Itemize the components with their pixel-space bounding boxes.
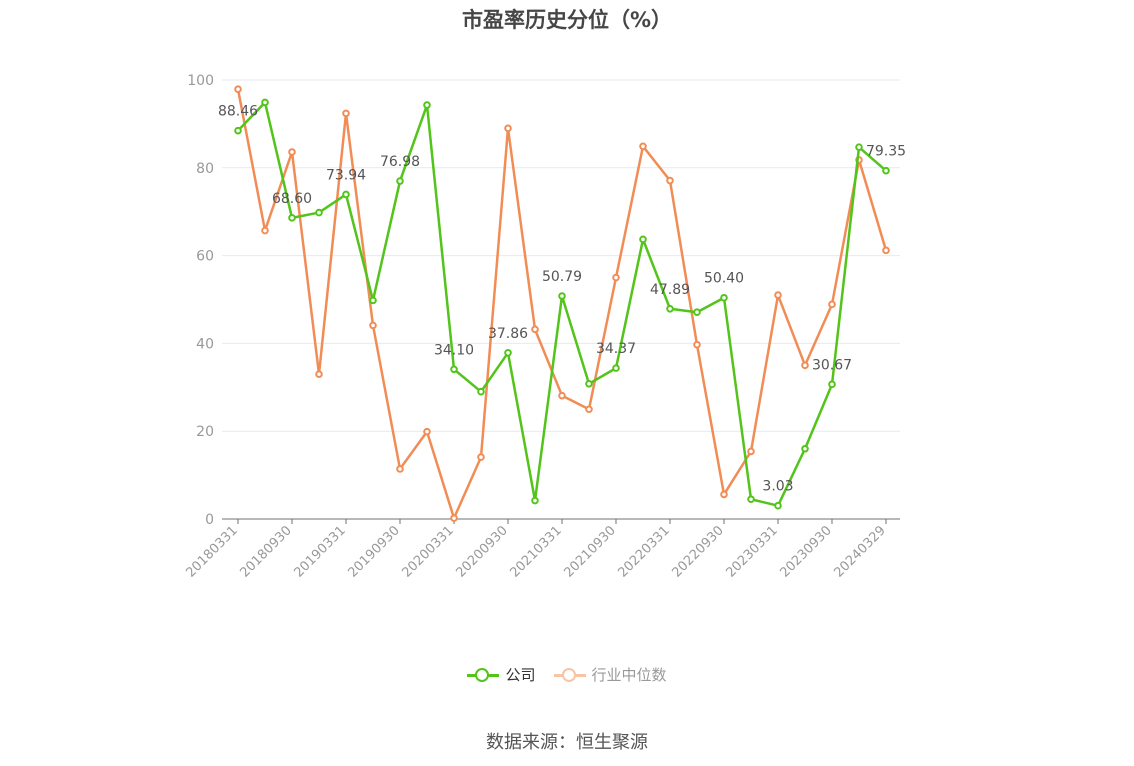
data-point[interactable] bbox=[747, 495, 755, 504]
data-point[interactable] bbox=[369, 321, 377, 330]
data-point[interactable] bbox=[693, 340, 701, 349]
data-point[interactable] bbox=[531, 325, 539, 334]
data-point[interactable] bbox=[396, 465, 404, 473]
x-tick-label: 20180331 bbox=[183, 523, 240, 580]
data-point[interactable] bbox=[882, 246, 890, 255]
data-label: 79.35 bbox=[866, 144, 906, 160]
data-point[interactable] bbox=[747, 447, 755, 456]
data-label: 73.94 bbox=[326, 167, 366, 183]
data-labels: 88.46 68.60 73.94 76.98 34.10 37.86 50.79 34.37… bbox=[218, 104, 906, 495]
legend-line-icon bbox=[467, 667, 500, 682]
x-tick-label: 20200930 bbox=[453, 523, 510, 580]
data-point[interactable] bbox=[666, 176, 674, 185]
y-tick-label: 100 bbox=[187, 73, 214, 89]
data-label: 47.89 bbox=[650, 282, 690, 298]
x-tick-label: 20220930 bbox=[669, 523, 726, 580]
source-note: 数据来源：恒生聚源 bbox=[486, 732, 648, 753]
data-point[interactable] bbox=[801, 361, 809, 370]
y-tick-label: 0 bbox=[205, 512, 214, 528]
x-tick-label: 20230930 bbox=[777, 523, 834, 580]
data-label: 76.98 bbox=[380, 154, 420, 170]
data-point[interactable] bbox=[504, 124, 512, 133]
data-point[interactable] bbox=[558, 292, 566, 300]
chart-title: 市盈率历史分位（%） bbox=[461, 8, 673, 32]
data-point[interactable] bbox=[234, 126, 242, 135]
data-label: 50.40 bbox=[704, 271, 744, 287]
data-point[interactable] bbox=[423, 427, 431, 436]
data-point[interactable] bbox=[423, 101, 431, 109]
x-tick-label: 20220331 bbox=[615, 523, 672, 580]
legend: 公司 行业中位数 bbox=[0, 664, 1134, 685]
data-point[interactable] bbox=[693, 308, 701, 317]
grid-lines bbox=[222, 79, 900, 432]
data-point[interactable] bbox=[504, 348, 512, 357]
data-point[interactable] bbox=[585, 379, 593, 388]
x-tick-label: 20210930 bbox=[561, 523, 618, 580]
series-line bbox=[237, 101, 887, 507]
data-point[interactable] bbox=[342, 190, 350, 199]
data-label: 34.10 bbox=[434, 342, 474, 358]
data-point[interactable] bbox=[612, 273, 620, 282]
legend-item-company[interactable]: 公司 bbox=[467, 664, 536, 685]
series-layer bbox=[234, 85, 890, 522]
y-tick-label: 40 bbox=[196, 336, 214, 352]
legend-line-icon bbox=[553, 667, 586, 682]
data-point[interactable] bbox=[234, 85, 242, 94]
data-point[interactable] bbox=[315, 208, 323, 217]
legend-label-industry-median: 行业中位数 bbox=[591, 666, 667, 684]
legend-item-industry-median[interactable]: 行业中位数 bbox=[553, 664, 667, 685]
legend-label-company: 公司 bbox=[505, 666, 536, 684]
data-point[interactable] bbox=[450, 365, 458, 374]
data-label: 3.03 bbox=[762, 479, 793, 495]
y-tick-label: 60 bbox=[196, 249, 214, 265]
data-point[interactable] bbox=[261, 98, 269, 107]
data-label: 37.86 bbox=[488, 326, 528, 342]
data-point[interactable] bbox=[288, 214, 296, 222]
x-tick-label: 20190930 bbox=[345, 523, 402, 580]
data-point[interactable] bbox=[531, 496, 539, 505]
data-point[interactable] bbox=[315, 370, 323, 378]
data-point[interactable] bbox=[720, 293, 728, 302]
data-point[interactable] bbox=[639, 142, 647, 151]
data-point[interactable] bbox=[666, 304, 674, 313]
data-point[interactable] bbox=[828, 380, 836, 389]
data-label: 68.60 bbox=[272, 191, 312, 207]
data-point[interactable] bbox=[450, 514, 458, 522]
x-tick-label: 20210331 bbox=[507, 523, 564, 580]
data-point[interactable] bbox=[801, 444, 809, 453]
data-point[interactable] bbox=[774, 501, 782, 510]
data-point[interactable] bbox=[855, 143, 863, 151]
y-tick-label: 20 bbox=[196, 424, 214, 440]
x-tick-label: 20230331 bbox=[723, 523, 780, 580]
data-point[interactable] bbox=[774, 291, 782, 299]
data-point[interactable] bbox=[882, 166, 890, 175]
data-point[interactable] bbox=[639, 235, 647, 244]
data-point[interactable] bbox=[828, 300, 836, 309]
data-point[interactable] bbox=[612, 364, 620, 372]
data-point[interactable] bbox=[369, 296, 377, 305]
data-point[interactable] bbox=[396, 177, 404, 185]
y-tick-label: 80 bbox=[196, 161, 214, 177]
data-point[interactable] bbox=[288, 148, 296, 156]
x-tick-label: 20180930 bbox=[237, 523, 294, 580]
data-point[interactable] bbox=[342, 109, 350, 118]
data-label: 30.67 bbox=[812, 357, 852, 373]
data-label: 34.37 bbox=[596, 341, 636, 357]
x-tick-label: 20240329 bbox=[831, 523, 888, 580]
data-point[interactable] bbox=[720, 490, 728, 499]
data-point[interactable] bbox=[558, 391, 566, 400]
x-tick-label: 20200331 bbox=[399, 523, 456, 580]
data-label: 50.79 bbox=[542, 269, 582, 285]
data-point[interactable] bbox=[477, 453, 485, 461]
x-tick-label: 20190331 bbox=[291, 523, 348, 580]
data-point[interactable] bbox=[261, 226, 269, 235]
data-label: 88.46 bbox=[218, 104, 258, 120]
data-point[interactable] bbox=[585, 405, 593, 414]
data-point[interactable] bbox=[477, 387, 485, 396]
